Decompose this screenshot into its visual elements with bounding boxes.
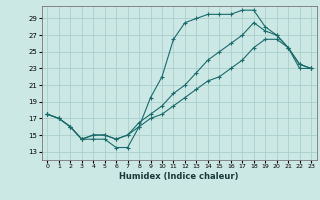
- X-axis label: Humidex (Indice chaleur): Humidex (Indice chaleur): [119, 172, 239, 181]
